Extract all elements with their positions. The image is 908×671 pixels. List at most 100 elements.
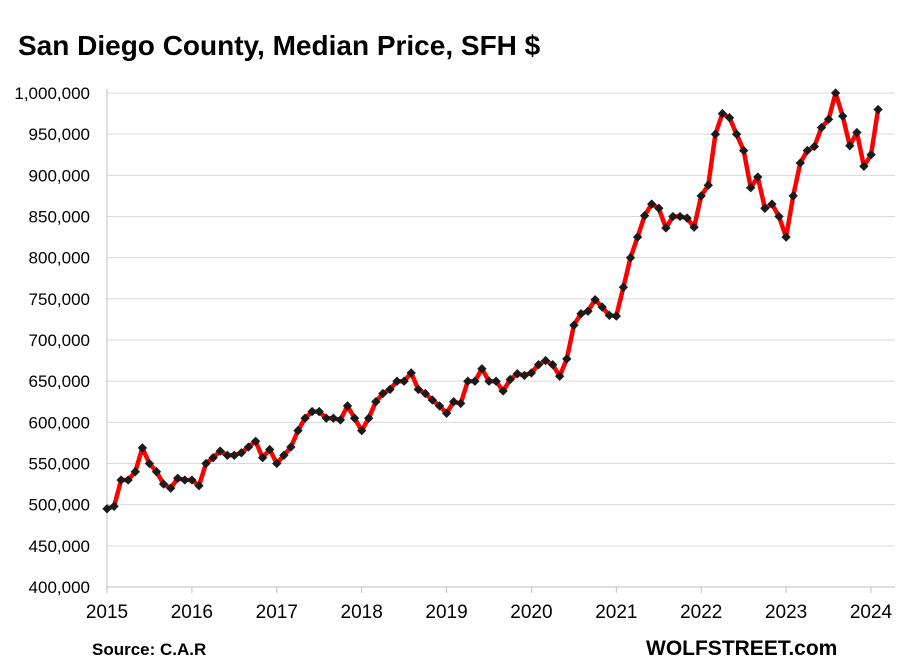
data-point xyxy=(236,448,247,458)
data-point xyxy=(873,104,883,115)
data-point xyxy=(753,172,763,182)
data-point xyxy=(151,467,162,477)
data-point xyxy=(243,442,254,452)
data-point xyxy=(130,467,140,477)
data-point xyxy=(144,458,155,469)
data-point xyxy=(604,310,614,320)
x-tick-label: 2016 xyxy=(171,602,213,623)
data-point xyxy=(215,446,225,456)
data-point xyxy=(781,232,791,242)
data-point xyxy=(293,425,303,436)
data-point xyxy=(845,141,855,151)
data-point xyxy=(675,211,685,222)
data-point xyxy=(767,199,777,209)
data-point xyxy=(158,479,169,489)
data-point xyxy=(611,311,621,321)
data-point xyxy=(505,374,515,385)
data-point xyxy=(463,376,473,386)
data-point xyxy=(257,453,268,463)
y-tick-label: 650,000 xyxy=(29,372,90,391)
data-point xyxy=(222,450,232,460)
data-point xyxy=(434,401,445,411)
data-point xyxy=(357,425,367,436)
data-point xyxy=(406,368,416,378)
data-point xyxy=(562,354,572,364)
data-point xyxy=(823,114,834,124)
x-tick-label: 2019 xyxy=(425,602,467,623)
data-point xyxy=(194,481,204,491)
data-point xyxy=(378,388,388,399)
data-point xyxy=(300,413,310,423)
data-point xyxy=(201,458,211,469)
data-point xyxy=(746,183,756,193)
data-point xyxy=(349,413,360,423)
data-point xyxy=(342,401,353,411)
data-point xyxy=(774,211,784,222)
data-point xyxy=(399,376,409,386)
data-point xyxy=(682,213,692,223)
data-point xyxy=(441,408,452,418)
data-point xyxy=(498,386,508,396)
data-point xyxy=(137,443,148,453)
data-point xyxy=(265,444,275,455)
data-point xyxy=(420,388,430,399)
x-axis-tick-labels: 2015 2016 2017 2018 2019 2020 2021 2022 2023 2024 xyxy=(86,602,893,623)
axes xyxy=(106,89,895,593)
x-tick-label: 2021 xyxy=(595,602,637,623)
data-point xyxy=(449,397,459,407)
wolfstreet-watermark: WOLFSTREET.com xyxy=(646,637,838,660)
data-point xyxy=(512,369,522,379)
x-tick-label: 2020 xyxy=(510,602,552,623)
data-point xyxy=(279,450,289,460)
data-point xyxy=(689,222,699,232)
x-tick-label: 2015 xyxy=(86,602,128,623)
y-tick-label: 550,000 xyxy=(29,455,90,474)
data-point xyxy=(385,384,395,395)
data-point xyxy=(413,384,423,395)
data-point xyxy=(696,191,706,201)
data-point xyxy=(364,413,374,423)
data-point xyxy=(335,415,346,425)
data-point xyxy=(328,413,339,423)
data-point xyxy=(371,397,381,407)
series-median-price xyxy=(102,88,883,514)
y-tick-label: 1,000,000 xyxy=(14,84,90,103)
data-point xyxy=(286,442,296,452)
x-tick-label: 2023 xyxy=(765,602,807,623)
data-point xyxy=(830,88,841,98)
data-point xyxy=(632,232,643,242)
data-point xyxy=(250,436,261,446)
data-point xyxy=(618,282,629,292)
gridlines xyxy=(107,92,895,547)
data-point xyxy=(838,111,848,121)
data-point xyxy=(654,203,664,213)
data-point xyxy=(321,413,331,423)
data-point xyxy=(272,458,282,469)
data-point xyxy=(491,376,501,386)
data-point xyxy=(639,211,650,221)
data-point xyxy=(816,122,827,133)
data-point xyxy=(484,376,494,386)
data-point xyxy=(795,158,805,168)
data-point xyxy=(802,145,812,156)
data-point xyxy=(392,376,402,386)
chart-title: San Diego County, Median Price, SFH $ xyxy=(18,30,541,61)
data-point xyxy=(208,453,218,463)
series-line xyxy=(104,90,881,512)
data-point xyxy=(187,475,197,485)
source-note: Source: C.A.R xyxy=(92,640,207,659)
x-tick-label: 2024 xyxy=(850,602,893,623)
data-point xyxy=(180,475,190,485)
data-point xyxy=(788,191,798,201)
y-tick-label: 600,000 xyxy=(29,413,90,432)
x-tick-label: 2022 xyxy=(680,602,722,623)
data-point xyxy=(229,450,239,460)
data-point xyxy=(166,483,176,493)
y-tick-label: 750,000 xyxy=(29,290,90,309)
y-axis-tick-labels: 400,000 450,000 500,000 550,000 600,000 650,0… xyxy=(14,84,90,597)
y-tick-label: 950,000 xyxy=(29,125,90,144)
y-tick-label: 850,000 xyxy=(29,208,90,227)
data-point xyxy=(314,406,324,417)
data-point xyxy=(569,320,579,330)
